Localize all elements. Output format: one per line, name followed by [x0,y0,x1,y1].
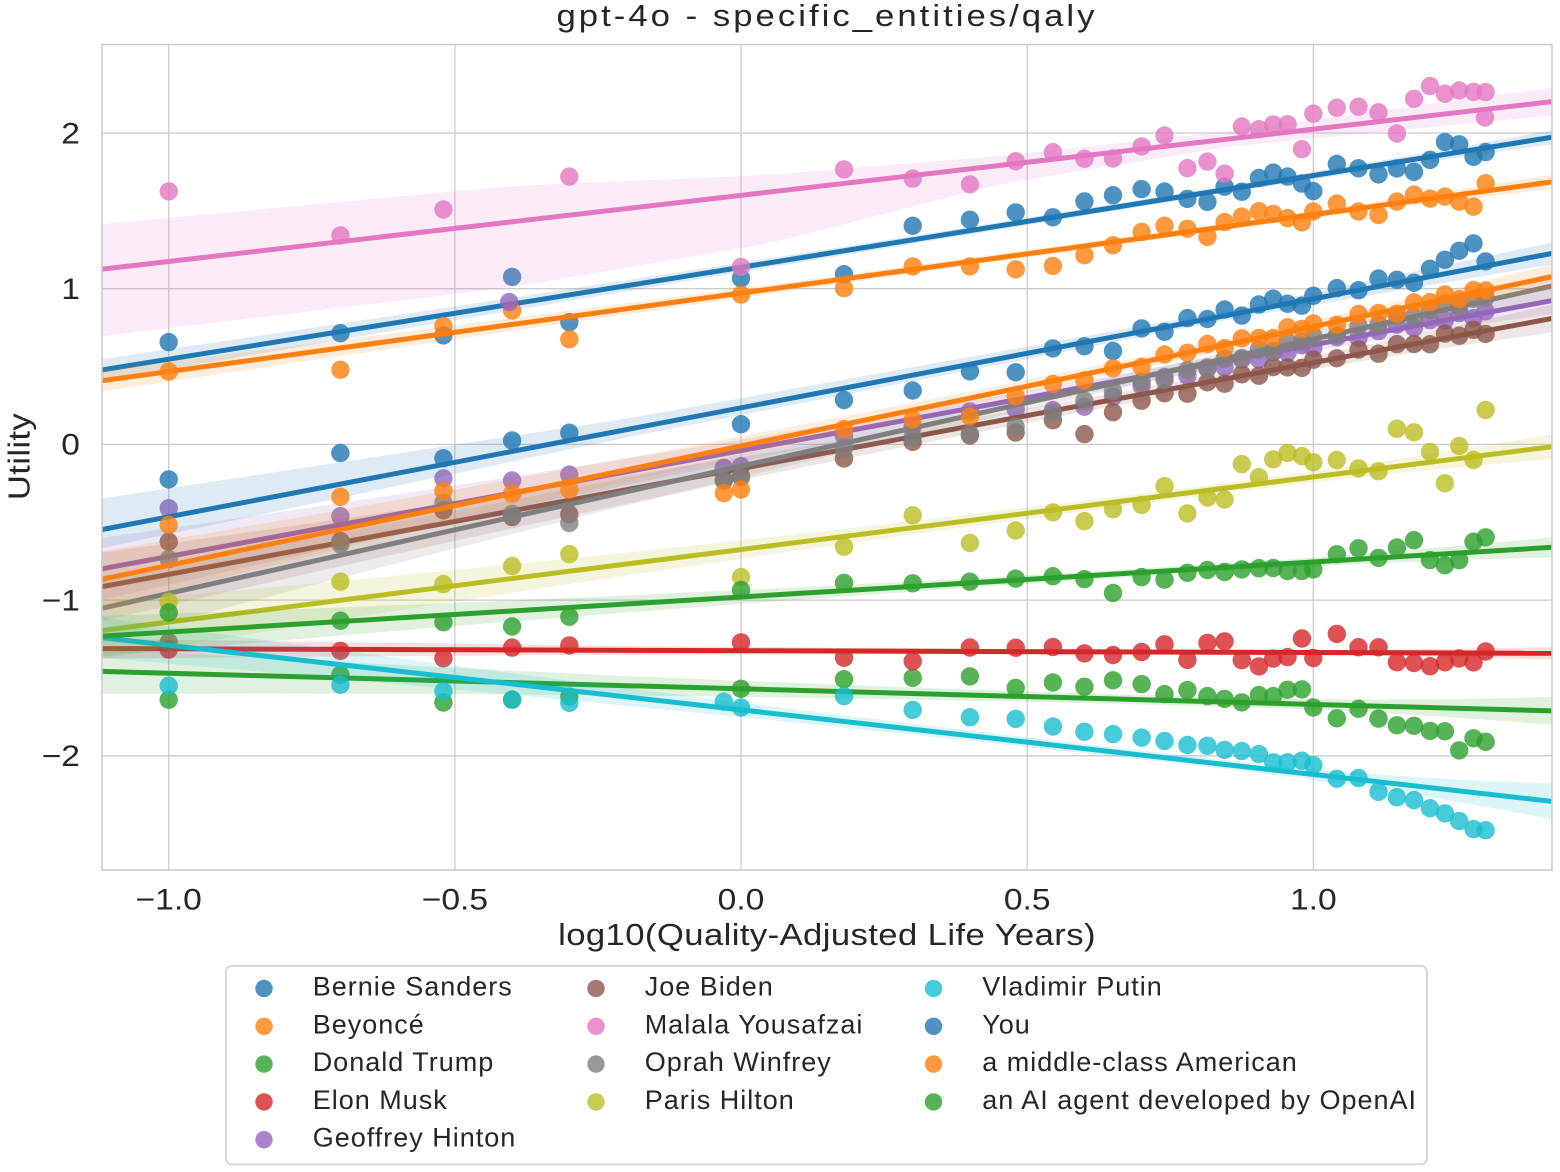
svg-text:Elon Musk: Elon Musk [313,1085,448,1115]
svg-text:Malala Yousafzai: Malala Yousafzai [645,1009,864,1039]
svg-text:a middle-class American: a middle-class American [982,1047,1298,1077]
svg-text:−1.0: −1.0 [136,882,202,916]
svg-text:Geoffrey Hinton: Geoffrey Hinton [313,1123,517,1153]
svg-text:Oprah Winfrey: Oprah Winfrey [645,1047,832,1077]
svg-text:gpt-4o - specific_entities/qal: gpt-4o - specific_entities/qaly [556,0,1097,33]
svg-text:You: You [982,1009,1031,1039]
svg-text:Bernie Sanders: Bernie Sanders [313,972,513,1002]
svg-text:log10(Quality-Adjusted Life Ye: log10(Quality-Adjusted Life Years) [558,917,1096,952]
svg-text:−2: −2 [42,739,80,773]
svg-text:−0.5: −0.5 [422,882,488,916]
svg-text:Donald Trump: Donald Trump [313,1047,495,1077]
svg-text:−1: −1 [42,583,80,617]
svg-text:1.0: 1.0 [1290,882,1337,916]
svg-text:0.0: 0.0 [718,882,765,916]
svg-text:Beyoncé: Beyoncé [313,1009,425,1039]
svg-text:Utility: Utility [1,413,36,500]
svg-text:0: 0 [61,427,80,461]
svg-text:2: 2 [61,116,80,150]
svg-text:1: 1 [61,272,80,306]
svg-text:Paris Hilton: Paris Hilton [645,1085,795,1115]
svg-text:an AI agent developed by OpenA: an AI agent developed by OpenAI [982,1085,1417,1115]
svg-text:Joe Biden: Joe Biden [645,972,774,1002]
svg-text:0.5: 0.5 [1004,882,1051,916]
svg-text:Vladimir Putin: Vladimir Putin [982,972,1163,1002]
